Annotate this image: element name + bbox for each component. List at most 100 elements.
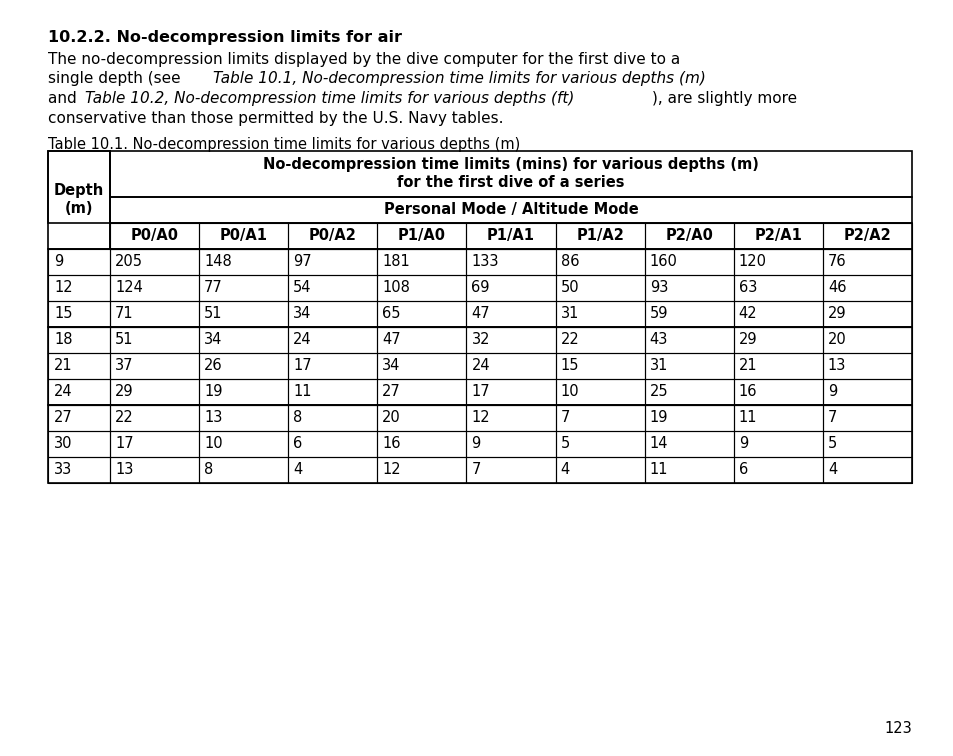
Text: 86: 86 bbox=[560, 254, 578, 269]
Bar bbox=[644, 327, 733, 352]
Bar bbox=[110, 379, 199, 404]
Text: 30: 30 bbox=[54, 436, 72, 451]
Bar bbox=[822, 222, 911, 249]
Text: 16: 16 bbox=[382, 436, 400, 451]
Text: Table 10.1, No-decompression time limits for various depths (m): Table 10.1, No-decompression time limits… bbox=[213, 72, 705, 86]
Text: 11: 11 bbox=[738, 410, 757, 425]
Text: 29: 29 bbox=[827, 306, 845, 321]
Text: 5: 5 bbox=[827, 436, 837, 451]
Bar bbox=[466, 249, 555, 274]
Bar bbox=[48, 430, 110, 457]
Text: Depth
(m): Depth (m) bbox=[53, 183, 104, 215]
Bar bbox=[199, 404, 288, 430]
Text: 21: 21 bbox=[738, 358, 757, 373]
Text: 34: 34 bbox=[293, 306, 312, 321]
Bar bbox=[555, 327, 644, 352]
Bar bbox=[288, 249, 377, 274]
Bar bbox=[48, 249, 911, 327]
Text: P2/A0: P2/A0 bbox=[664, 228, 713, 243]
Text: 17: 17 bbox=[115, 436, 133, 451]
Bar bbox=[466, 327, 555, 352]
Bar bbox=[733, 379, 822, 404]
Text: 181: 181 bbox=[382, 254, 410, 269]
Bar bbox=[48, 457, 110, 482]
Text: 24: 24 bbox=[293, 332, 312, 347]
Bar bbox=[377, 274, 466, 300]
Text: 20: 20 bbox=[382, 410, 400, 425]
Text: 77: 77 bbox=[204, 280, 223, 295]
Text: 13: 13 bbox=[827, 358, 845, 373]
Text: 15: 15 bbox=[560, 358, 578, 373]
Text: 8: 8 bbox=[204, 462, 213, 477]
Bar bbox=[555, 379, 644, 404]
Bar bbox=[110, 222, 911, 249]
Bar bbox=[110, 457, 199, 482]
Bar bbox=[199, 274, 288, 300]
Text: 160: 160 bbox=[649, 254, 677, 269]
Bar bbox=[48, 249, 110, 274]
Text: 34: 34 bbox=[382, 358, 400, 373]
Bar bbox=[466, 300, 555, 327]
Bar bbox=[644, 352, 733, 379]
Bar bbox=[822, 379, 911, 404]
Bar bbox=[48, 300, 110, 327]
Bar bbox=[110, 150, 911, 197]
Bar bbox=[822, 274, 911, 300]
Bar bbox=[644, 379, 733, 404]
Text: 26: 26 bbox=[204, 358, 222, 373]
Text: 12: 12 bbox=[54, 280, 72, 295]
Bar bbox=[733, 352, 822, 379]
Bar bbox=[48, 404, 110, 430]
Bar bbox=[199, 457, 288, 482]
Bar bbox=[288, 404, 377, 430]
Text: 31: 31 bbox=[649, 358, 667, 373]
Bar bbox=[733, 249, 822, 274]
Text: 9: 9 bbox=[471, 436, 480, 451]
Text: No-decompression time limits (mins) for various depths (m)
for the first dive of: No-decompression time limits (mins) for … bbox=[263, 157, 759, 190]
Bar bbox=[466, 274, 555, 300]
Bar bbox=[377, 300, 466, 327]
Bar bbox=[555, 352, 644, 379]
Bar bbox=[377, 352, 466, 379]
Text: P0/A2: P0/A2 bbox=[309, 228, 356, 243]
Bar bbox=[288, 430, 377, 457]
Text: P1/A1: P1/A1 bbox=[486, 228, 535, 243]
Bar bbox=[733, 300, 822, 327]
Text: 5: 5 bbox=[560, 436, 569, 451]
Bar bbox=[377, 327, 466, 352]
Text: 10: 10 bbox=[204, 436, 222, 451]
Text: 76: 76 bbox=[827, 254, 845, 269]
Bar bbox=[199, 300, 288, 327]
Text: 148: 148 bbox=[204, 254, 232, 269]
Bar bbox=[110, 274, 199, 300]
Bar bbox=[466, 404, 555, 430]
Bar bbox=[555, 404, 644, 430]
Text: 24: 24 bbox=[471, 358, 490, 373]
Bar bbox=[822, 327, 911, 352]
Text: 17: 17 bbox=[471, 384, 490, 399]
Bar bbox=[110, 430, 199, 457]
Text: 51: 51 bbox=[115, 332, 133, 347]
Text: 22: 22 bbox=[115, 410, 133, 425]
Text: 123: 123 bbox=[883, 721, 911, 736]
Bar bbox=[733, 222, 822, 249]
Bar bbox=[733, 404, 822, 430]
Text: 27: 27 bbox=[54, 410, 72, 425]
Bar bbox=[466, 430, 555, 457]
Text: 25: 25 bbox=[649, 384, 668, 399]
Text: 7: 7 bbox=[827, 410, 837, 425]
Text: 13: 13 bbox=[204, 410, 222, 425]
Bar bbox=[288, 379, 377, 404]
Bar bbox=[377, 430, 466, 457]
Bar bbox=[199, 379, 288, 404]
Bar bbox=[644, 249, 733, 274]
Text: 37: 37 bbox=[115, 358, 133, 373]
Text: 205: 205 bbox=[115, 254, 143, 269]
Text: 8: 8 bbox=[293, 410, 302, 425]
Text: single depth (see: single depth (see bbox=[48, 72, 185, 86]
Text: 9: 9 bbox=[827, 384, 837, 399]
Text: Personal Mode / Altitude Mode: Personal Mode / Altitude Mode bbox=[383, 202, 638, 217]
Bar bbox=[822, 249, 911, 274]
Text: 12: 12 bbox=[382, 462, 400, 477]
Text: P1/A0: P1/A0 bbox=[397, 228, 445, 243]
